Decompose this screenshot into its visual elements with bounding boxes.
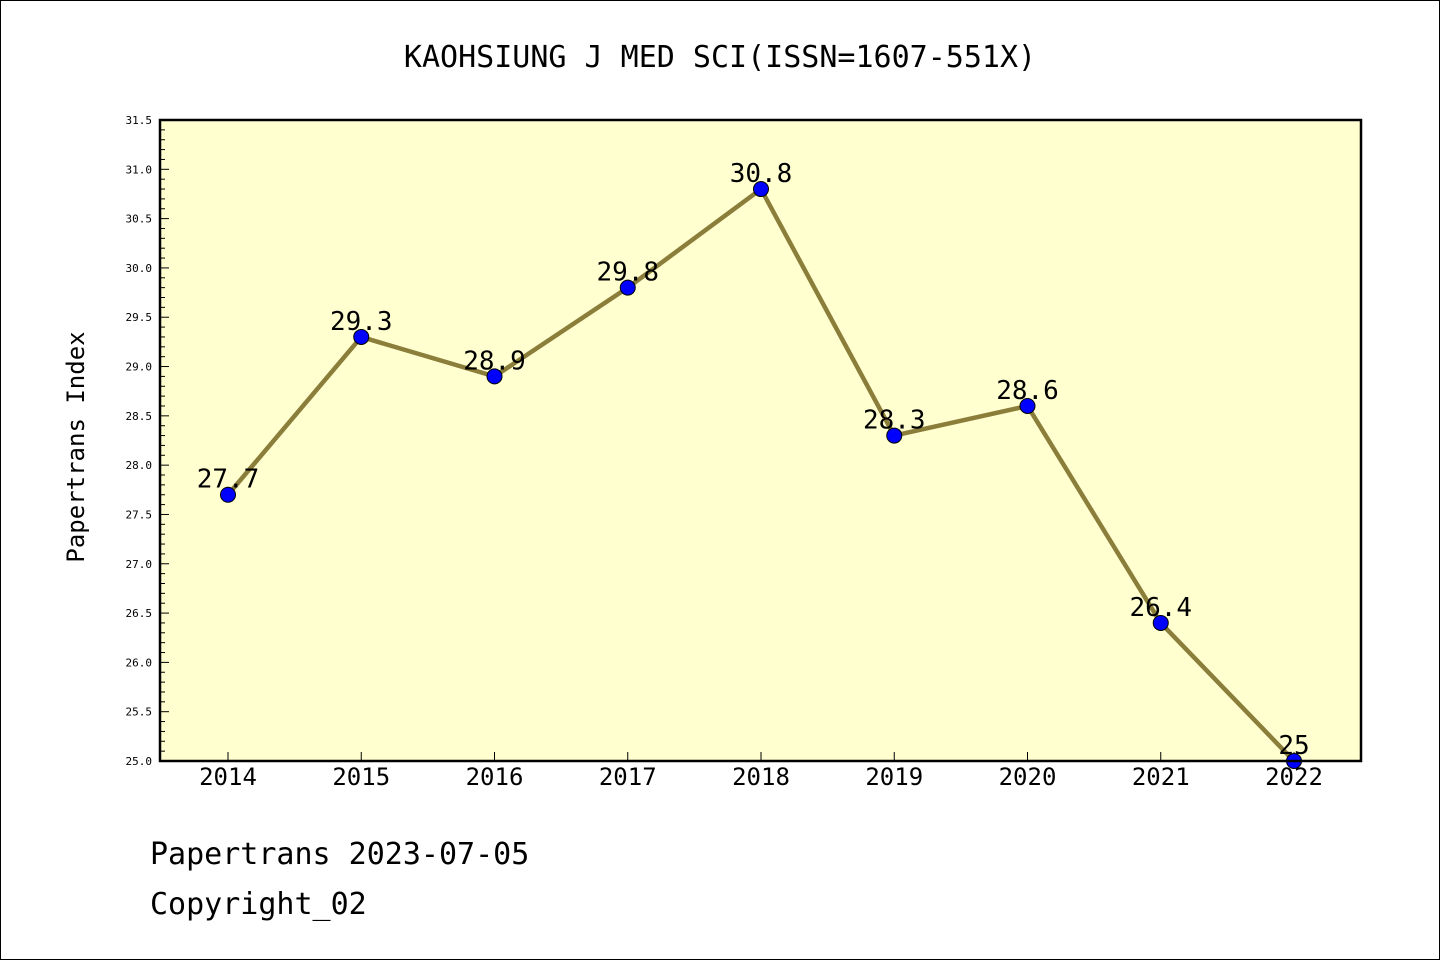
y-tick-label: 28.0 [126, 459, 153, 472]
x-tick-label: 2015 [332, 763, 390, 791]
y-tick-label: 25.0 [126, 755, 153, 768]
data-label: 27.7 [197, 465, 260, 495]
y-tick-label: 29.5 [126, 311, 153, 324]
y-axis-label: Papertrans Index [62, 331, 90, 562]
data-label: 29.3 [330, 307, 393, 337]
y-tick-label: 30.5 [126, 213, 153, 226]
x-tick-label: 2018 [732, 763, 790, 791]
x-tick-label: 2020 [999, 763, 1057, 791]
y-tick-label: 29.0 [126, 361, 153, 374]
x-tick-label: 2021 [1132, 763, 1190, 791]
chart-title: KAOHSIUNG J MED SCI(ISSN=1607-551X) [404, 40, 1036, 75]
x-tick-label: 2014 [199, 763, 257, 791]
y-tick-label: 28.5 [126, 410, 153, 423]
data-label: 28.3 [863, 406, 926, 436]
data-label: 28.6 [996, 376, 1059, 406]
data-label: 29.8 [596, 258, 659, 288]
x-tick-label: 2019 [865, 763, 923, 791]
x-tick-label: 2016 [466, 763, 524, 791]
data-label: 28.9 [463, 346, 526, 376]
y-tick-label: 31.5 [126, 114, 153, 127]
data-label: 26.4 [1129, 593, 1192, 623]
y-tick-label: 26.5 [126, 607, 153, 620]
y-tick-label: 27.5 [126, 508, 153, 521]
x-tick-label: 2017 [599, 763, 657, 791]
footer-date: Papertrans 2023-07-05 [150, 837, 529, 872]
y-tick-label: 31.0 [126, 163, 153, 176]
y-tick-label: 27.0 [126, 558, 153, 571]
y-tick-label: 30.0 [126, 262, 153, 275]
y-tick-label: 26.0 [126, 656, 153, 669]
footer-copyright: Copyright_02 [150, 887, 367, 922]
plot-area [160, 120, 1361, 761]
data-label: 30.8 [730, 159, 793, 189]
y-tick-label: 25.5 [126, 706, 153, 719]
data-label: 25 [1278, 731, 1309, 761]
